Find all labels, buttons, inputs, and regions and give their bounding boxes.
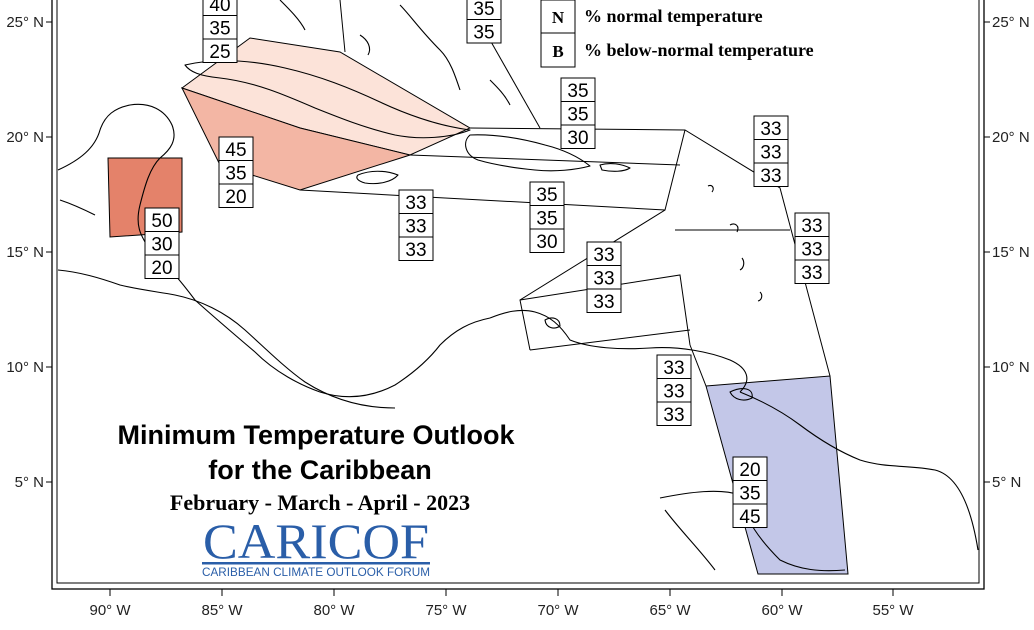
y-tick-label-right: 10° N — [992, 359, 1030, 376]
value-cell-text: 45 — [739, 507, 760, 528]
value-cell-text: 35 — [567, 81, 588, 102]
legend-label-n: % normal temperature — [584, 6, 763, 26]
legend-key-box-b — [540, 32, 576, 68]
value-cell-text: 35 — [473, 0, 494, 20]
x-tick-label: 75° W — [425, 602, 467, 619]
value-cell-text: 33 — [593, 292, 614, 313]
y-tick-label-right: 15° N — [992, 244, 1030, 261]
legend: N B % normal temperature % below-normal … — [540, 0, 814, 68]
map-inner-frame — [56, 0, 980, 584]
y-tick-label-left: 10° N — [6, 359, 44, 376]
value-cell-text: 25 — [209, 42, 230, 63]
value-cell-text: 35 — [536, 185, 557, 206]
value-cell — [732, 503, 768, 528]
region-value-boxes: 4035253535453520503020333333353530353530… — [144, 0, 830, 528]
value-cell-text: 33 — [801, 216, 822, 237]
value-cell-text: 33 — [663, 381, 684, 402]
value-cell-text: 30 — [151, 234, 172, 255]
map-title-line1: Minimum Temperature Outlook — [117, 420, 515, 450]
x-tick-label: 70° W — [537, 602, 579, 619]
value-cell-text: 33 — [663, 405, 684, 426]
value-cell-text: 35 — [225, 163, 246, 184]
value-cell-text: 50 — [151, 211, 172, 232]
x-tick-label: 90° W — [89, 602, 131, 619]
value-cell-text: 33 — [801, 239, 822, 260]
value-box-bahamas-north: 40 35 25 — [202, 0, 238, 63]
y-tick-label-left: 5° N — [15, 474, 44, 491]
value-cell-text: 35 — [567, 104, 588, 125]
value-cell-text: 33 — [663, 358, 684, 379]
value-cell — [144, 254, 180, 279]
y-tick-label-right: 25° N — [992, 14, 1030, 31]
legend-label-b: % below-normal temperature — [584, 40, 814, 60]
value-cell-text: 35 — [209, 18, 230, 39]
value-cell — [529, 228, 565, 253]
map-frame — [51, 0, 985, 590]
x-tick-label: 80° W — [313, 602, 355, 619]
y-tick-label-right: 5° N — [992, 474, 1021, 491]
value-cell — [560, 124, 596, 149]
value-cell-text: 20 — [739, 460, 760, 481]
y-tick-label-left: 25° N — [6, 14, 44, 31]
map-title-line2: for the Caribbean — [208, 455, 432, 485]
legend-key-b: B — [552, 42, 563, 61]
logo-subtitle: CARIBBEAN CLIMATE OUTLOOK FORUM — [202, 567, 430, 579]
value-cell-text: 35 — [739, 483, 760, 504]
value-cell-text: 20 — [151, 258, 172, 279]
logo-underline — [202, 562, 430, 565]
axis-y-ticks: 25° N 25° N 20° N 20° N 15° N 15° N 10° N 10° N… — [6, 14, 1029, 491]
value-cell — [398, 236, 434, 261]
value-cell — [466, 19, 502, 44]
value-cell-text: 45 — [225, 140, 246, 161]
axis-x-ticks: 90° W 85° W 80° W 75° W 70° W 65° W 60° W 55° W — [89, 589, 914, 619]
map-period: February - March - April - 2023 — [170, 490, 470, 515]
value-cell-text: 20 — [225, 187, 246, 208]
value-cell — [656, 401, 692, 426]
value-cell-text: 33 — [593, 268, 614, 289]
legend-key-box-n — [540, 0, 576, 34]
legend-key-n: N — [552, 8, 565, 27]
value-cell — [218, 183, 254, 208]
value-cell — [202, 38, 238, 63]
value-cell-text: 33 — [405, 193, 426, 214]
value-cell-text: 30 — [567, 128, 588, 149]
value-cell-text: 33 — [760, 119, 781, 140]
x-tick-label: 55° W — [872, 602, 914, 619]
value-cell-text: 33 — [405, 240, 426, 261]
value-cell-text: 33 — [760, 166, 781, 187]
value-cell-text: 40 — [209, 0, 230, 16]
y-tick-label-left: 20° N — [6, 129, 44, 146]
x-tick-label: 85° W — [201, 602, 243, 619]
caricof-logo: CARICOF CARIBBEAN CLIMATE OUTLOOK FORUM — [202, 513, 430, 579]
value-cell-text: 33 — [405, 216, 426, 237]
value-cell-text: 35 — [536, 208, 557, 229]
value-cell — [586, 288, 622, 313]
value-cell — [753, 162, 789, 187]
value-cell-text: 33 — [760, 142, 781, 163]
value-cell-text: 35 — [473, 22, 494, 43]
value-cell-text: 30 — [536, 232, 557, 253]
value-cell-text: 33 — [593, 245, 614, 266]
x-tick-label: 60° W — [761, 602, 803, 619]
y-tick-label-right: 20° N — [992, 129, 1030, 146]
logo-wordmark: CARICOF — [203, 513, 429, 569]
x-tick-label: 65° W — [649, 602, 691, 619]
value-cell — [794, 259, 830, 284]
y-tick-label-left: 15° N — [6, 244, 44, 261]
value-cell-text: 33 — [801, 263, 822, 284]
